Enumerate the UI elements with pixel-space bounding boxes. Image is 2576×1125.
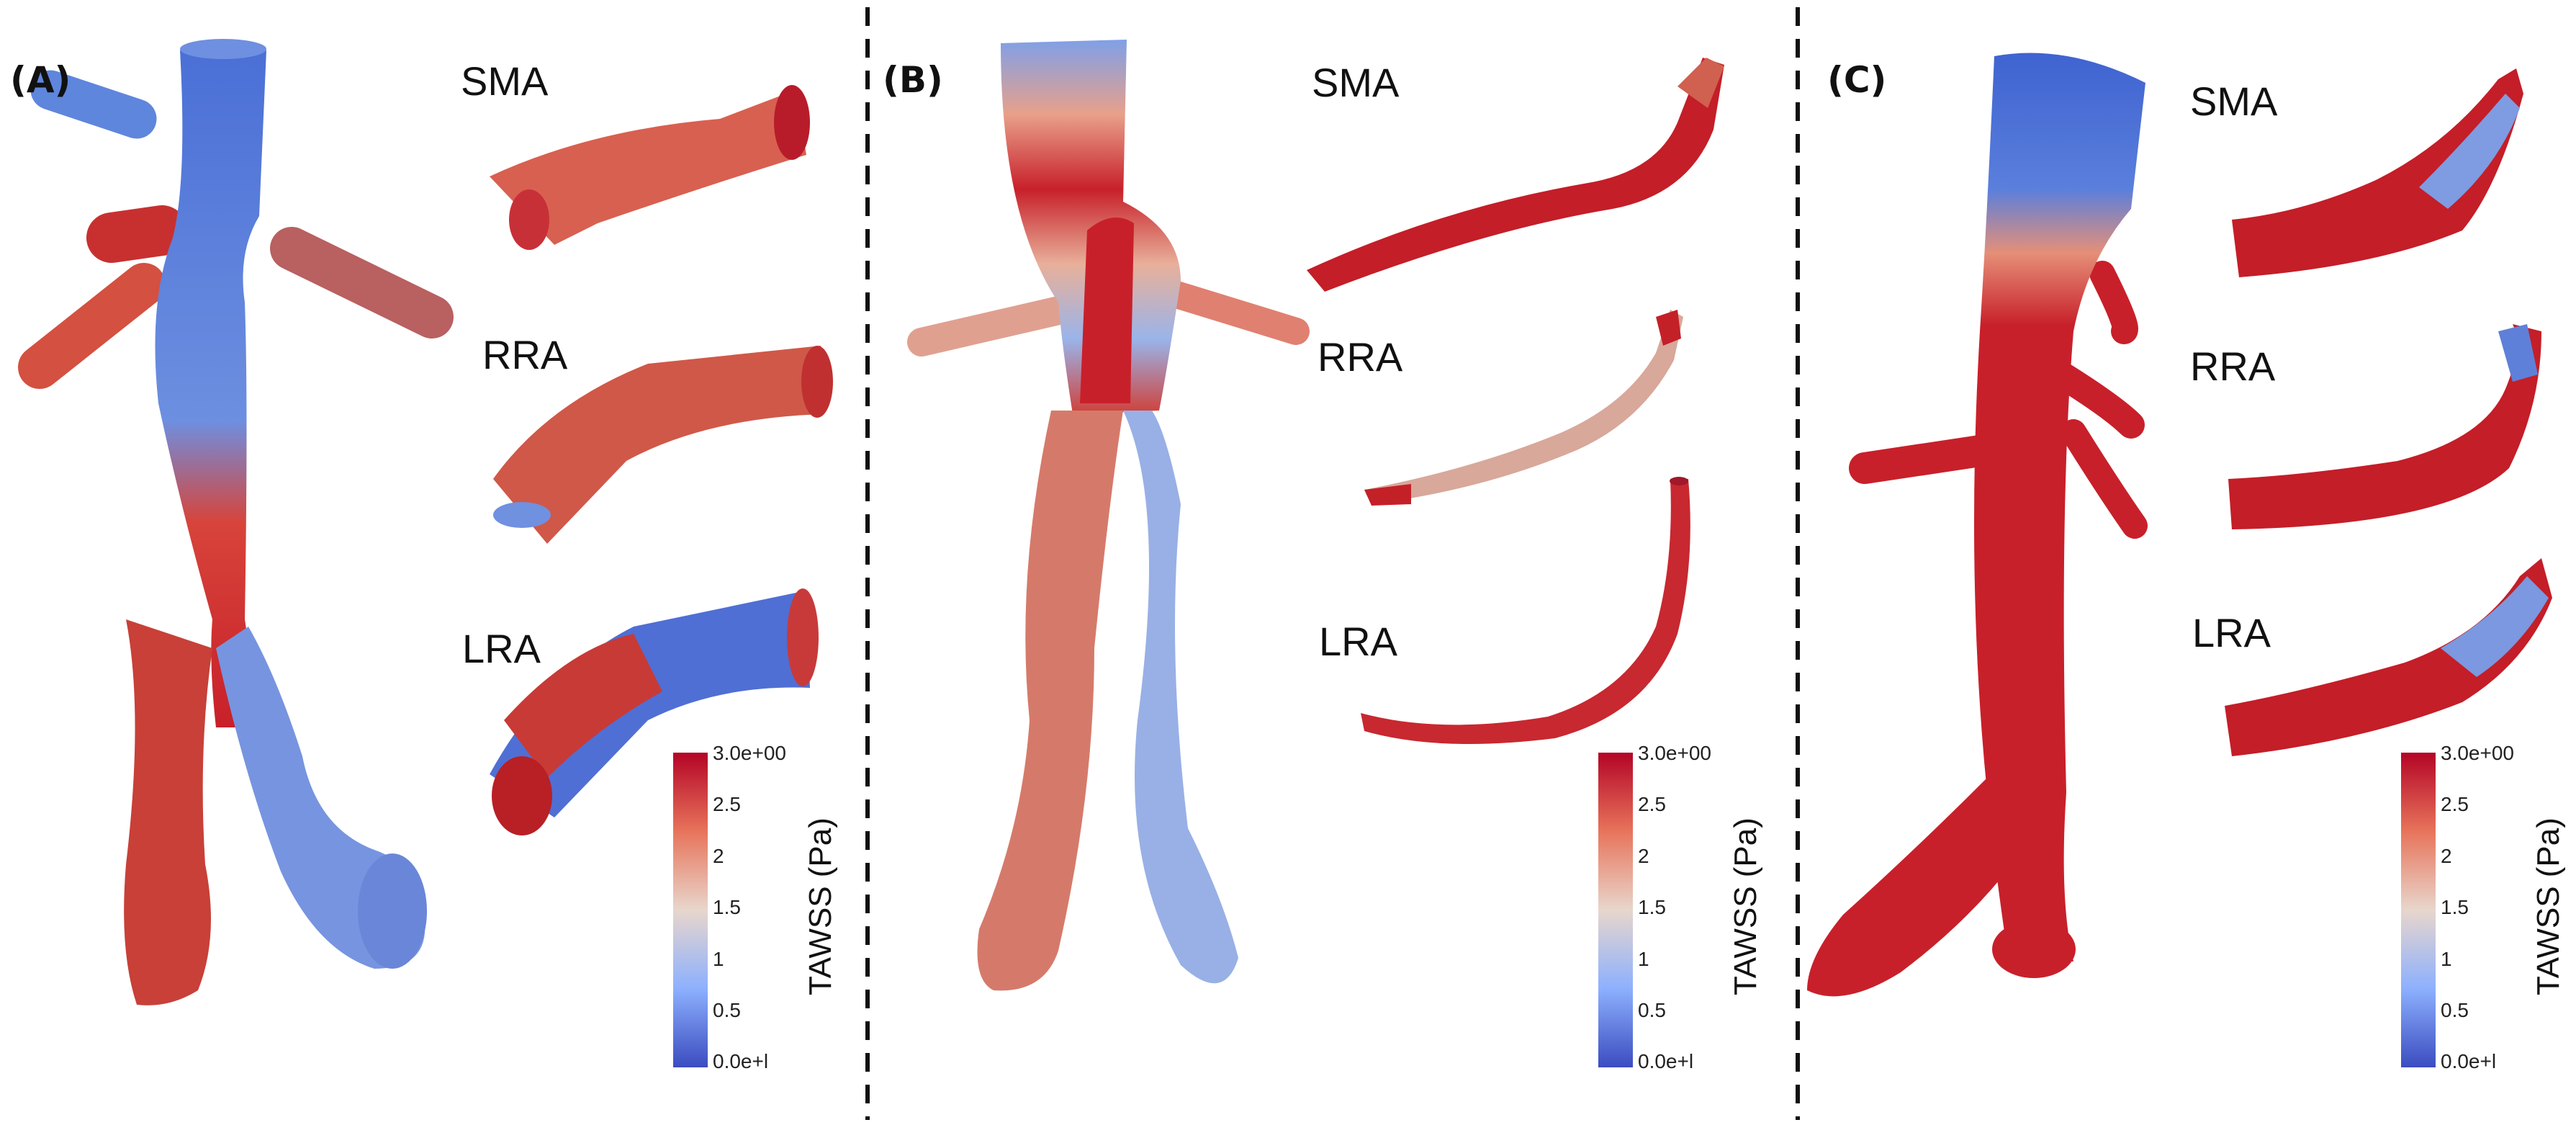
label-rra-c: RRA — [2190, 344, 2276, 389]
label-sma-b: SMA — [1312, 60, 1400, 105]
label-sma-a: SMA — [461, 58, 549, 104]
label-lra-a: LRA — [462, 626, 541, 671]
panel-c-sma-segment — [2232, 68, 2523, 277]
panel-a-rra-segment — [493, 346, 833, 544]
colorbar-b — [1598, 753, 1633, 1067]
cb-b-tick-2: 2 — [1638, 845, 1649, 867]
panel-b-rra-segment — [1364, 310, 1683, 506]
colorbar-c — [2401, 753, 2436, 1067]
panel-a-sma-segment — [490, 85, 810, 250]
cb-b-tick-3: 1.5 — [1638, 896, 1666, 918]
cb-c-tick-4: 1 — [2441, 948, 2452, 970]
cb-a-tick-4: 1 — [713, 948, 724, 970]
panel-a-main-vessel — [18, 39, 454, 1005]
panel-b-lra-segment — [1361, 477, 1690, 744]
panel-b-sma-segment — [1307, 58, 1724, 292]
cb-c-tick-6: 0.0e+l — [2441, 1050, 2497, 1072]
label-lra-b: LRA — [1319, 619, 1397, 664]
cb-c-tick-1: 2.5 — [2441, 793, 2469, 815]
cb-b-title: TAWSS (Pa) — [1728, 817, 1763, 995]
panel-letter-b: (B) — [883, 59, 943, 101]
cb-b-tick-5: 0.5 — [1638, 999, 1666, 1021]
cb-c-tick-2: 2 — [2441, 845, 2452, 867]
cb-a-tick-1: 2.5 — [713, 793, 741, 815]
cb-b-tick-1: 2.5 — [1638, 793, 1666, 815]
panel-letter-a: (A) — [10, 59, 71, 101]
panel-a-lra-segment — [490, 588, 819, 835]
panel-c-main-vessel — [1807, 53, 2148, 997]
cb-a-tick-6: 0.0e+l — [713, 1050, 769, 1072]
cb-a-tick-3: 1.5 — [713, 896, 741, 918]
cb-c-title: TAWSS (Pa) — [2531, 817, 2566, 995]
panel-c-rra-segment — [2228, 324, 2541, 529]
panel-letter-c: (C) — [1827, 59, 1887, 101]
label-lra-c: LRA — [2192, 610, 2271, 655]
cb-a-tick-5: 0.5 — [713, 999, 741, 1021]
cb-b-tick-0: 3.0e+00 — [1638, 742, 1711, 764]
colorbar-a — [673, 753, 708, 1067]
cb-c-tick-0: 3.0e+00 — [2441, 742, 2514, 764]
panel-c-lra-segment — [2225, 558, 2552, 756]
cb-a-tick-0: 3.0e+00 — [713, 742, 786, 764]
cb-b-tick-6: 0.0e+l — [1638, 1050, 1694, 1072]
cb-a-title: TAWSS (Pa) — [803, 817, 838, 995]
label-rra-b: RRA — [1318, 334, 1403, 380]
label-sma-c: SMA — [2190, 79, 2278, 124]
panel-b-main-vessel — [907, 40, 1310, 991]
cb-b-tick-4: 1 — [1638, 948, 1649, 970]
label-rra-a: RRA — [482, 332, 568, 377]
cb-a-tick-2: 2 — [713, 845, 724, 867]
cb-c-tick-3: 1.5 — [2441, 896, 2469, 918]
cb-c-tick-5: 0.5 — [2441, 999, 2469, 1021]
